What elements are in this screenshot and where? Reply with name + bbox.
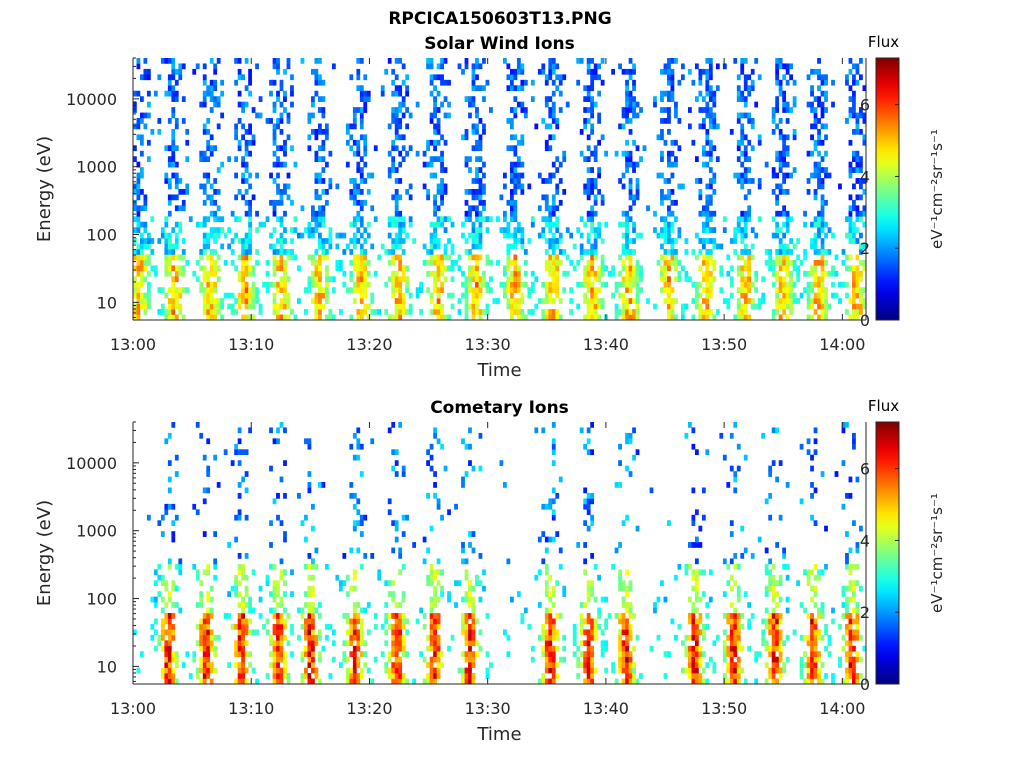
colorbar-tick-label: 6 — [860, 460, 870, 479]
y-tick-label: 1000 — [76, 522, 117, 541]
x-tick-label: 14:00 — [819, 335, 865, 354]
x-tick-label: 13:20 — [346, 335, 392, 354]
colorbar — [875, 57, 900, 321]
x-tick-label: 13:50 — [701, 699, 747, 718]
x-tick-label: 13:30 — [465, 699, 511, 718]
colorbar-title: Flux — [868, 33, 899, 51]
x-tick-label: 13:30 — [465, 335, 511, 354]
colorbar-tick-label: 0 — [860, 675, 870, 694]
colorbar-tick-label: 2 — [860, 603, 870, 622]
x-axis-label: Time — [476, 360, 521, 381]
x-tick-label: 13:00 — [110, 699, 156, 718]
colorbar-title: Flux — [868, 397, 899, 415]
x-tick-label: 13:50 — [701, 335, 747, 354]
colorbar-tick-label: 4 — [860, 167, 870, 186]
figure-title: RPCICA150603T13.PNG — [388, 9, 611, 29]
y-tick-label: 100 — [86, 226, 117, 245]
y-axis-label: Energy (eV) — [34, 136, 55, 242]
panel-title: Solar Wind Ions — [424, 34, 575, 54]
x-axis-label: Time — [476, 724, 521, 745]
y-axis-label: Energy (eV) — [34, 500, 55, 606]
colorbar-tick-label: 6 — [860, 96, 870, 115]
x-tick-label: 13:10 — [228, 335, 274, 354]
colorbar-label: eV⁻¹cm⁻²sr⁻¹s⁻¹ — [928, 493, 946, 613]
colorbar-tick-label: 4 — [860, 531, 870, 550]
spectrogram-cells — [133, 58, 867, 321]
solar-wind-panel: Solar Wind Ions 13:00 13:10 13:20 13:30 13:40… — [34, 33, 946, 381]
y-tick-label: 10000 — [66, 454, 117, 473]
x-tick-label: 13:10 — [228, 699, 274, 718]
y-tick-label: 10 — [97, 293, 117, 312]
x-tick-label: 14:00 — [819, 699, 865, 718]
y-tick-label: 10 — [97, 657, 117, 676]
cometary-panel: Cometary Ions 13:00 13:10 13:20 13:30 13:40 13… — [34, 397, 946, 745]
y-tick-label: 10000 — [66, 90, 117, 109]
x-tick-label: 13:40 — [583, 335, 629, 354]
colorbar-tick-label: 2 — [860, 239, 870, 258]
panel-title: Cometary Ions — [430, 398, 569, 418]
colorbar-tick-label: 0 — [860, 311, 870, 330]
x-tick-label: 13:20 — [346, 699, 392, 718]
colorbar-label: eV⁻¹cm⁻²sr⁻¹s⁻¹ — [928, 129, 946, 249]
y-tick-label: 1000 — [76, 158, 117, 177]
spectrogram-cells — [133, 422, 867, 685]
x-tick-label: 13:40 — [583, 699, 629, 718]
y-tick-label: 100 — [86, 590, 117, 609]
x-tick-label: 13:00 — [110, 335, 156, 354]
colorbar — [875, 421, 900, 685]
